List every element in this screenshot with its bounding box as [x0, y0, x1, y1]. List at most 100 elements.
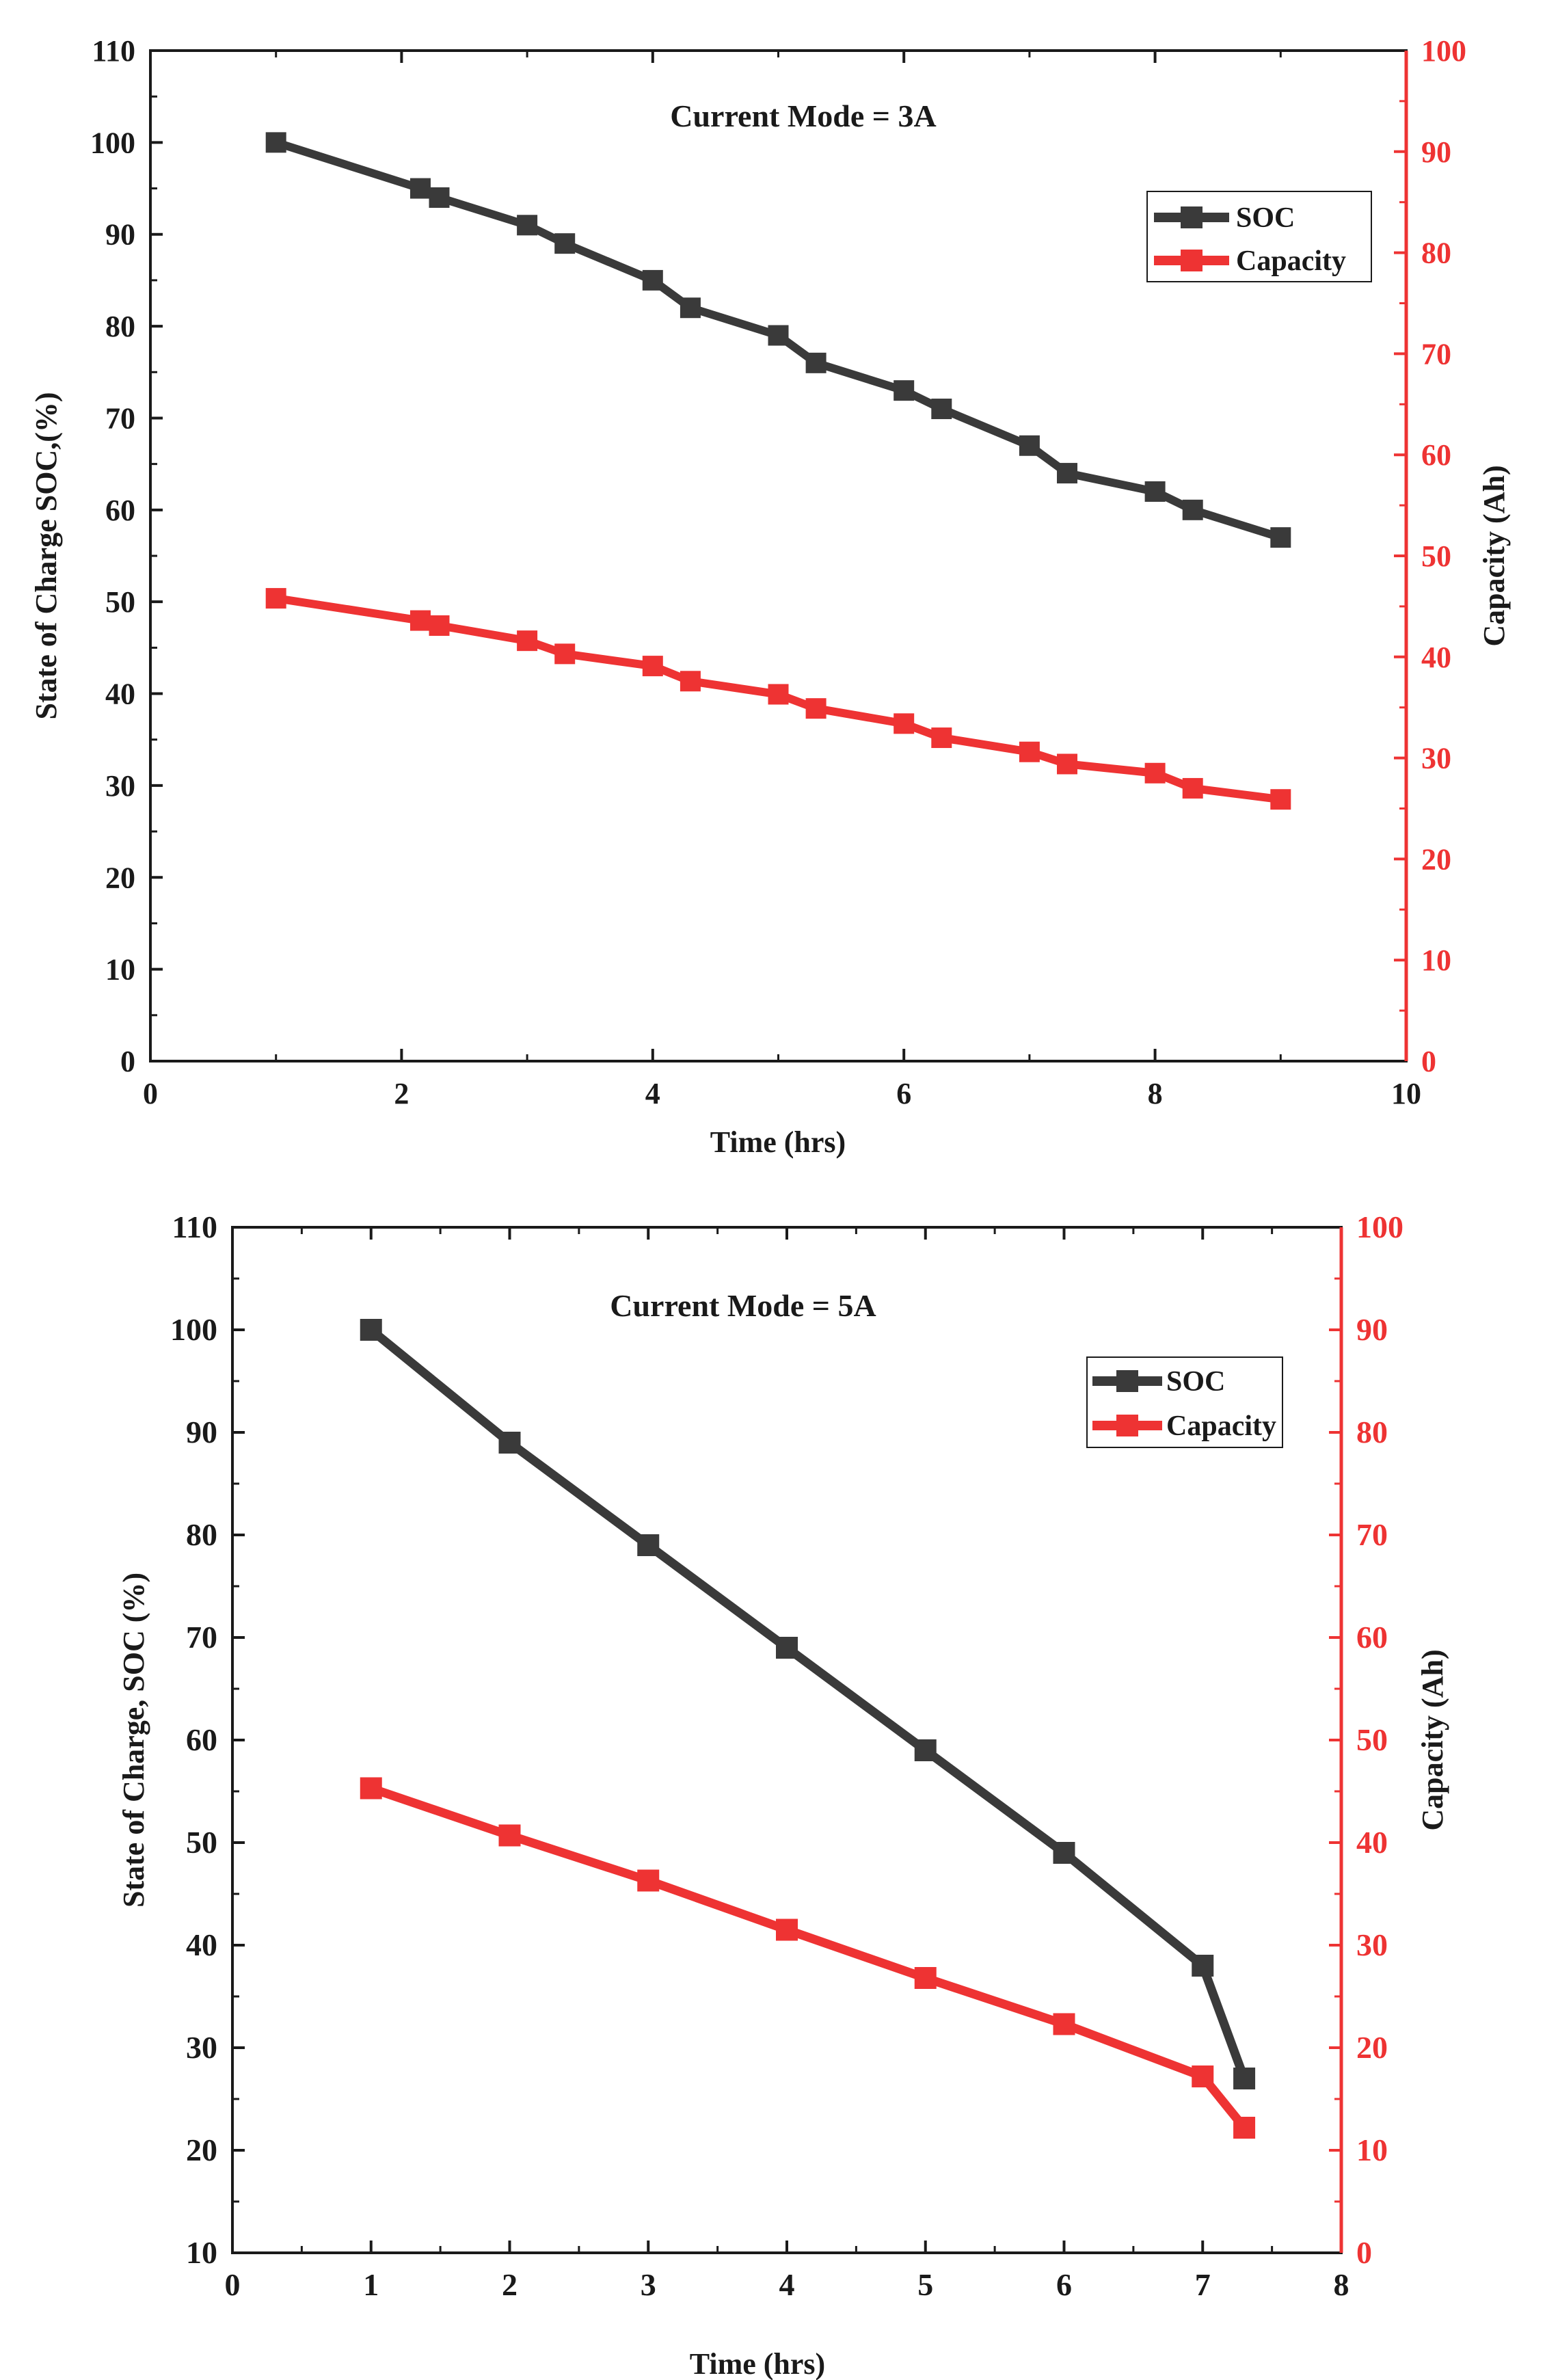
y-right-tick-label: 30 [1421, 742, 1451, 775]
y-ticks-right: 0 10 20 30 40 50 60 70 80 90 100 [1329, 1209, 1403, 2270]
y-left-tick-label: 40 [186, 1927, 217, 1962]
x-tick-label: 4 [779, 2267, 795, 2302]
y-right-tick-label: 90 [1421, 135, 1451, 169]
y-right-tick-label: 0 [1421, 1045, 1436, 1078]
x-tick-label: 0 [143, 1077, 158, 1110]
soc-point [265, 132, 286, 153]
x-tick-label: 1 [363, 2267, 379, 2302]
soc-point [914, 1739, 937, 1761]
capacity-point [360, 1777, 382, 1800]
y-right-tick-label: 0 [1356, 2235, 1372, 2270]
y-right-tick-label: 10 [1421, 944, 1451, 977]
capacity-point [1057, 753, 1078, 775]
y-right-tick-label: 60 [1421, 438, 1451, 472]
x-tick-label: 2 [502, 2267, 518, 2302]
y-left-tick-label: 10 [105, 953, 135, 987]
x-tick-label: 6 [1056, 2267, 1072, 2302]
y-left-tick-label: 60 [105, 494, 135, 527]
soc-point [1144, 481, 1166, 502]
y-left-tick-label: 90 [105, 218, 135, 252]
soc-point [1053, 1842, 1075, 1864]
capacity-point [1192, 2065, 1214, 2087]
y-right-tick-label: 80 [1421, 237, 1451, 270]
capacity-point [914, 1967, 937, 1989]
y-left-tick-label: 40 [105, 678, 135, 711]
y-left-tick-label: 50 [105, 585, 135, 619]
legend-soc-label: SOC [1166, 1366, 1225, 1398]
capacity-series-line [369, 1784, 1248, 2131]
capacity-point [554, 643, 576, 665]
y-right-tick-label: 80 [1356, 1415, 1388, 1449]
capacity-point [768, 684, 789, 705]
x-tick-label: 4 [645, 1077, 660, 1110]
capacity-point [1270, 789, 1291, 810]
y-right-tick-label: 50 [1421, 539, 1451, 573]
capacity-point [642, 656, 663, 677]
y-axis-left-label: State of Charge SOC,(%) [29, 392, 63, 719]
y-left-tick-label: 20 [186, 2132, 217, 2167]
legend-capacity-marker [1181, 250, 1203, 271]
y-left-tick-label: 70 [105, 401, 135, 435]
legend-capacity-label: Capacity [1166, 1410, 1276, 1442]
capacity-point [894, 713, 915, 734]
soc-point [1192, 1955, 1214, 1977]
capacity-point [1019, 741, 1040, 762]
y-right-tick-label: 100 [1356, 1209, 1403, 1244]
soc-series-line [274, 138, 1282, 541]
y-right-tick-label: 40 [1356, 1825, 1388, 1860]
capacity-point [517, 630, 538, 652]
soc-point [409, 178, 431, 199]
legend: SOC Capacity [1086, 1356, 1283, 1448]
y-right-tick-label: 100 [1421, 34, 1466, 68]
y-left-tick-label: 20 [105, 861, 135, 894]
x-tick-label: 2 [394, 1077, 409, 1110]
capacity-point [1182, 777, 1203, 799]
y-axis-left-label: State of Charge, SOC (%) [117, 1573, 150, 1908]
chart-title: Current Mode = 3A [670, 98, 936, 133]
y-ticks-left: 0 10 20 30 40 50 60 70 80 90 100 110 [90, 34, 163, 1078]
x-tick-label: 6 [896, 1077, 911, 1110]
y-left-tick-label: 70 [186, 1620, 217, 1655]
x-tick-label: 7 [1195, 2267, 1211, 2302]
soc-point [1057, 463, 1078, 484]
capacity-point [1053, 2013, 1075, 2035]
y-right-tick-label: 70 [1356, 1517, 1388, 1552]
y-left-tick-label: 60 [186, 1722, 217, 1757]
soc-point [1182, 499, 1203, 520]
capacity-point [931, 727, 952, 749]
capacity-point [409, 610, 431, 631]
soc-point [805, 352, 827, 373]
y-left-tick-label: 110 [92, 34, 135, 68]
capacity-point [265, 588, 286, 609]
legend-soc-marker [1116, 1370, 1138, 1392]
soc-point [517, 215, 538, 236]
chart-title: Current Mode = 5A [610, 1288, 876, 1323]
capacity-point [1233, 2117, 1256, 2139]
x-tick-label: 8 [1334, 2267, 1349, 2302]
x-tick-label: 0 [225, 2267, 241, 2302]
capacity-point [680, 671, 701, 692]
y-right-tick-label: 90 [1356, 1312, 1388, 1347]
y-axis-right-label: Capacity (Ah) [1416, 1649, 1449, 1830]
soc-point [680, 297, 701, 319]
y-left-tick-label: 100 [170, 1312, 217, 1347]
y-right-tick-label: 20 [1356, 2030, 1388, 2065]
x-tick-label: 3 [641, 2267, 656, 2302]
y-left-tick-label: 80 [105, 310, 135, 343]
capacity-point [776, 1918, 798, 1941]
legend-soc-marker [1181, 206, 1203, 228]
data-marks [360, 1319, 1256, 2139]
soc-point [1019, 435, 1040, 456]
y-right-tick-label: 10 [1356, 2132, 1388, 2167]
x-axis-label: Time (hrs) [710, 1125, 846, 1159]
capacity-point [429, 615, 450, 636]
y-right-tick-label: 40 [1421, 641, 1451, 674]
y-right-tick-label: 30 [1356, 1927, 1388, 1962]
y-left-tick-label: 50 [186, 1825, 217, 1860]
soc-point [1233, 2068, 1256, 2089]
y-axis-right-label: Capacity (Ah) [1477, 465, 1511, 646]
soc-point [776, 1637, 798, 1659]
